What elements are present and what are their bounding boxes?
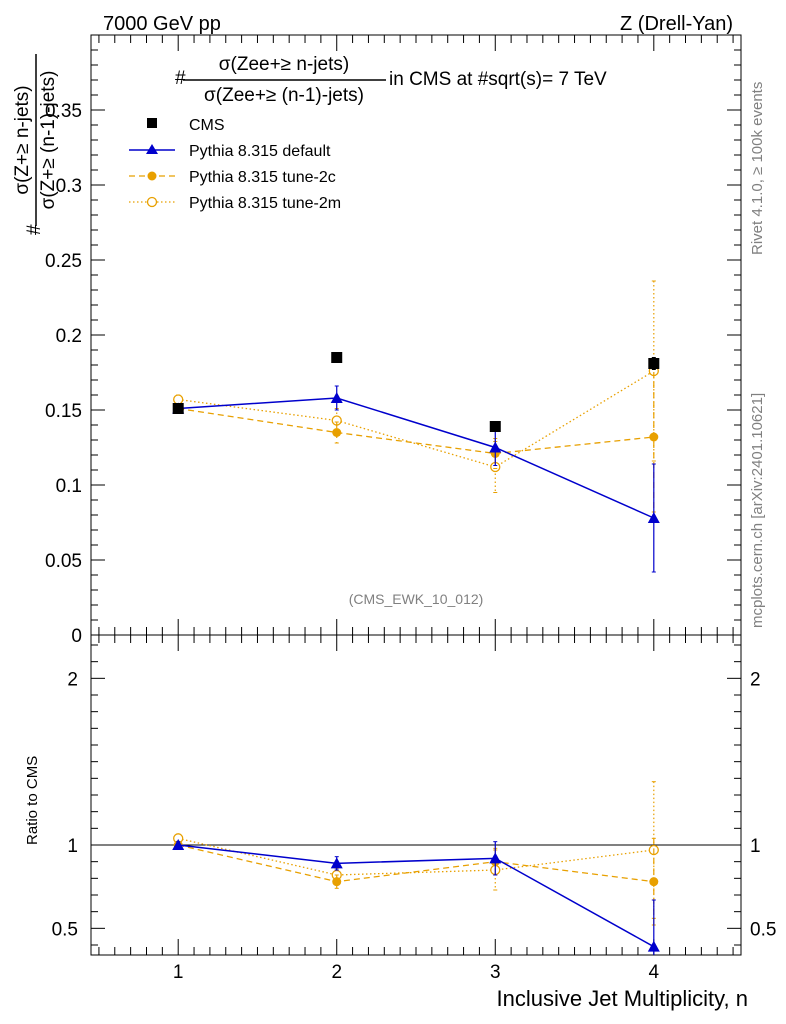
main-ylabel: # σ(Z+≥ n-jets) σ(Z+≥ (n-1)-jets) (12, 54, 59, 235)
ylabel-prefix: # (24, 224, 45, 235)
legend-label-default: Pythia 8.315 default (189, 143, 331, 160)
legend: CMS Pythia 8.315 default Pythia 8.315 tu… (129, 117, 341, 212)
title-denominator: σ(Zee+≥ (n-1)-jets) (204, 85, 364, 106)
data-point-tune2c (649, 432, 659, 442)
legend-item-default: Pythia 8.315 default (129, 143, 331, 160)
legend-marker-tune2c (147, 171, 157, 181)
data-point-tune2c (332, 428, 342, 437)
series-default (172, 385, 660, 573)
ratio-y-tick-label: 2 (67, 669, 78, 690)
data-point-cms (489, 421, 501, 432)
data-point-default (647, 512, 660, 523)
x-axis-label: Inclusive Jet Multiplicity, n (497, 986, 748, 1011)
ratio-y-tick-label: 0.5 (52, 919, 78, 940)
title-numerator: σ(Zee+≥ n-jets) (219, 54, 349, 75)
series-line-tune2m (178, 837, 654, 876)
main-series (172, 280, 660, 573)
analysis-tag: (CMS_EWK_10_012) (349, 591, 484, 607)
series-tune2m (173, 280, 659, 493)
series-tune2m (173, 781, 659, 919)
series-line-tune2c (178, 407, 654, 455)
y-tick-label: 0.2 (56, 326, 82, 347)
ratio-y-tick-label-right: 1 (750, 836, 761, 857)
x-tick-label: 2 (331, 962, 342, 983)
series-line-tune2c (178, 844, 654, 883)
ylabel-numerator: σ(Z+≥ n-jets) (12, 85, 33, 194)
series-default (172, 839, 660, 955)
main-axis-ticks: 0 0.05 0.1 0.15 0.2 0.25 0.3 0.35 (45, 34, 741, 647)
mcplots-label: mcplots.cern.ch [arXiv:2401.10621] (749, 393, 766, 628)
legend-marker-cms (147, 118, 157, 128)
plot-title: # σ(Zee+≥ n-jets) σ(Zee+≥ (n-1)-jets) in… (175, 54, 607, 106)
ylabel-denominator: σ(Z+≥ (n-1)-jets) (38, 71, 59, 210)
title-suffix: in CMS at #sqrt(s)= 7 TeV (389, 69, 607, 90)
series-tune2c (173, 361, 659, 513)
data-point-cms (172, 403, 184, 414)
y-tick-label: 0.3 (56, 176, 82, 197)
x-tick-label: 4 (649, 962, 660, 983)
x-tick-label: 3 (490, 962, 501, 983)
legend-label-cms: CMS (189, 117, 225, 134)
legend-item-tune2c: Pythia 8.315 tune-2c (129, 169, 336, 186)
title-prefix: # (175, 68, 186, 89)
legend-marker-default (146, 144, 158, 154)
y-tick-label: 0.25 (45, 251, 82, 272)
data-point-default (489, 852, 502, 864)
y-tick-label: 0.1 (56, 476, 82, 497)
x-tick-label: 1 (173, 962, 184, 983)
data-point-default (172, 839, 185, 850)
header-right: Z (Drell-Yan) (620, 13, 733, 35)
ratio-axis-ticks: 0.5 0.5 1 1 2 2 1 2 3 4 (52, 635, 776, 983)
series-tune2c (173, 837, 659, 926)
series-cms (172, 352, 660, 432)
header-left: 7000 GeV pp (103, 13, 221, 35)
legend-item-tune2m: Pythia 8.315 tune-2m (129, 195, 341, 212)
y-tick-label: 0.35 (45, 101, 82, 122)
data-point-cms (648, 358, 660, 369)
ratio-ylabel: Ratio to CMS (24, 756, 41, 845)
rivet-label: Rivet 4.1.0, ≥ 100k events (749, 82, 766, 255)
y-tick-label: 0 (71, 626, 82, 647)
ratio-y-tick-label-right: 2 (750, 669, 761, 690)
y-tick-label: 0.15 (45, 401, 82, 422)
series-line-default (178, 397, 655, 519)
y-tick-label: 0.05 (45, 551, 82, 572)
data-point-cms (331, 352, 343, 363)
data-point-default (330, 857, 343, 869)
data-point-default (647, 940, 660, 952)
ratio-frame (90, 634, 742, 956)
legend-item-cms: CMS (147, 117, 225, 134)
ratio-y-tick-label-right: 0.5 (750, 919, 776, 940)
data-point-tune2c (332, 877, 342, 887)
ratio-y-tick-label: 1 (67, 836, 78, 857)
data-point-tune2c (649, 877, 659, 887)
ratio-series (172, 781, 660, 955)
legend-label-tune2m: Pythia 8.315 tune-2m (189, 195, 341, 212)
data-point-default (489, 441, 502, 453)
series-line-default (178, 844, 655, 948)
legend-marker-tune2m (146, 196, 158, 208)
legend-label-tune2c: Pythia 8.315 tune-2c (189, 169, 336, 186)
data-point-default (330, 392, 343, 403)
